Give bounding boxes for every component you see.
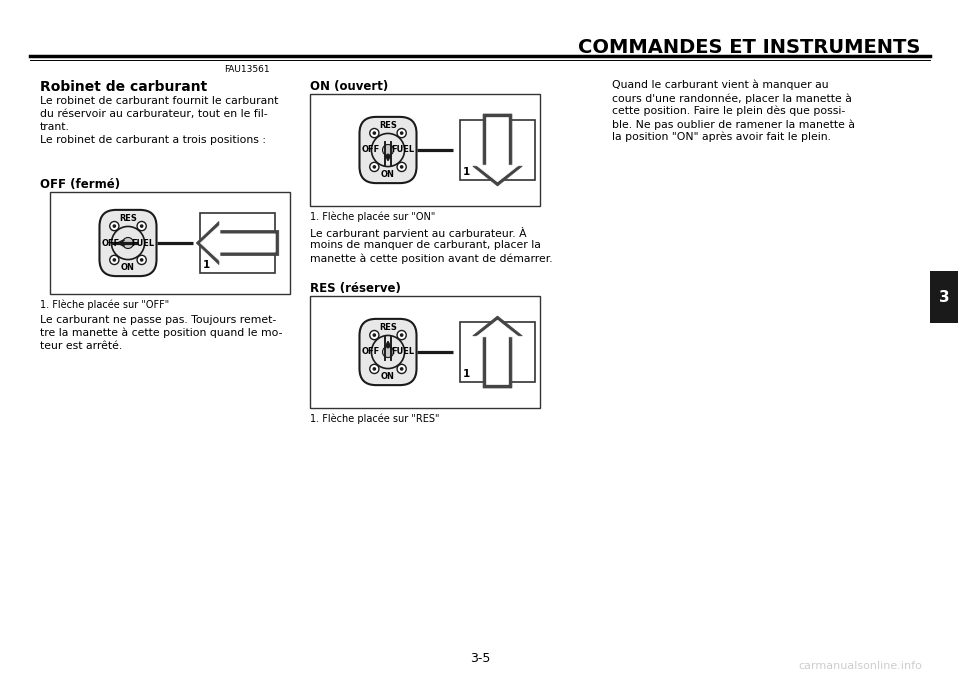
Text: ON (ouvert): ON (ouvert) (310, 80, 388, 93)
Bar (50, 192, 290, 294)
Text: FUEL: FUEL (392, 146, 415, 155)
Circle shape (370, 330, 379, 340)
Text: Le robinet de carburant a trois positions :: Le robinet de carburant a trois position… (40, 135, 266, 145)
Text: RES: RES (379, 323, 396, 332)
Text: 1: 1 (203, 260, 209, 270)
Text: Le carburant ne passe pas. Toujours remet-: Le carburant ne passe pas. Toujours reme… (40, 315, 276, 325)
Circle shape (382, 144, 394, 155)
Circle shape (370, 364, 379, 374)
Text: teur est arrêté.: teur est arrêté. (40, 341, 122, 351)
Circle shape (372, 336, 404, 369)
Circle shape (370, 129, 379, 138)
Bar (200, 213, 275, 273)
Circle shape (397, 364, 406, 374)
Text: Robinet de carburant: Robinet de carburant (40, 80, 207, 94)
Circle shape (137, 256, 146, 264)
Text: COMMANDES ET INSTRUMENTS: COMMANDES ET INSTRUMENTS (578, 38, 920, 57)
Circle shape (111, 226, 145, 260)
Circle shape (137, 222, 146, 231)
Circle shape (112, 258, 116, 262)
Text: 1. Flèche placée sur "ON": 1. Flèche placée sur "ON" (310, 212, 436, 222)
Text: 1. Flèche placée sur "OFF": 1. Flèche placée sur "OFF" (40, 300, 169, 311)
Text: 1: 1 (463, 167, 469, 177)
Text: OFF: OFF (361, 146, 379, 155)
Circle shape (372, 134, 404, 167)
Text: la position "ON" après avoir fait le plein.: la position "ON" après avoir fait le ple… (612, 132, 831, 142)
Text: cours d'une randonnée, placer la manette à: cours d'une randonnée, placer la manette… (612, 93, 852, 104)
Text: Quand le carburant vient à manquer au: Quand le carburant vient à manquer au (612, 80, 828, 90)
Circle shape (140, 224, 143, 228)
Circle shape (372, 132, 376, 135)
Bar (460, 120, 535, 180)
Text: ON: ON (381, 372, 395, 381)
Polygon shape (201, 225, 276, 261)
Text: OFF (fermé): OFF (fermé) (40, 178, 120, 191)
Text: RES: RES (119, 214, 137, 222)
Bar (460, 322, 535, 382)
Text: FUEL: FUEL (392, 348, 415, 357)
Text: moins de manquer de carburant, placer la: moins de manquer de carburant, placer la (310, 240, 540, 250)
Polygon shape (476, 117, 518, 182)
Text: Le robinet de carburant fournit le carburant: Le robinet de carburant fournit le carbu… (40, 96, 278, 106)
Polygon shape (472, 316, 522, 388)
Text: carmanualsonline.info: carmanualsonline.info (798, 661, 922, 671)
Circle shape (397, 162, 406, 172)
Text: 1: 1 (463, 369, 469, 379)
Text: RES (réserve): RES (réserve) (310, 282, 401, 295)
Text: ON: ON (121, 263, 135, 273)
Text: ble. Ne pas oublier de ramener la manette à: ble. Ne pas oublier de ramener la manett… (612, 119, 855, 129)
Bar (310, 94, 540, 206)
Circle shape (372, 367, 376, 371)
Text: RES: RES (379, 121, 396, 129)
Polygon shape (196, 222, 278, 264)
Circle shape (372, 334, 376, 337)
Circle shape (399, 334, 403, 337)
Text: tre la manette à cette position quand le mo-: tre la manette à cette position quand le… (40, 328, 282, 338)
Text: FAU13561: FAU13561 (225, 66, 270, 75)
Text: cette position. Faire le plein dès que possi-: cette position. Faire le plein dès que p… (612, 106, 845, 117)
Circle shape (399, 165, 403, 169)
Text: 1. Flèche placée sur "RES": 1. Flèche placée sur "RES" (310, 414, 440, 424)
Circle shape (399, 367, 403, 371)
Text: OFF: OFF (102, 239, 120, 247)
Circle shape (112, 224, 116, 228)
Circle shape (399, 132, 403, 135)
Bar (930, 271, 958, 323)
Polygon shape (476, 320, 518, 384)
Text: FUEL: FUEL (132, 239, 155, 247)
Text: 3-5: 3-5 (469, 652, 491, 664)
FancyBboxPatch shape (359, 319, 417, 385)
Bar (310, 296, 540, 408)
Text: trant.: trant. (40, 122, 70, 132)
Circle shape (109, 222, 119, 231)
Circle shape (370, 162, 379, 172)
Polygon shape (472, 114, 522, 186)
Text: ON: ON (381, 170, 395, 180)
Text: 3: 3 (939, 290, 949, 304)
Circle shape (140, 258, 143, 262)
Circle shape (397, 330, 406, 340)
Circle shape (109, 256, 119, 264)
Circle shape (397, 129, 406, 138)
Circle shape (372, 165, 376, 169)
Text: manette à cette position avant de démarrer.: manette à cette position avant de démarr… (310, 253, 553, 264)
Text: OFF: OFF (361, 348, 379, 357)
Circle shape (382, 346, 394, 357)
FancyBboxPatch shape (100, 210, 156, 276)
FancyBboxPatch shape (359, 117, 417, 183)
Text: Le carburant parvient au carburateur. À: Le carburant parvient au carburateur. À (310, 227, 527, 239)
Circle shape (123, 237, 133, 249)
Text: du réservoir au carburateur, tout en le fil-: du réservoir au carburateur, tout en le … (40, 109, 268, 119)
